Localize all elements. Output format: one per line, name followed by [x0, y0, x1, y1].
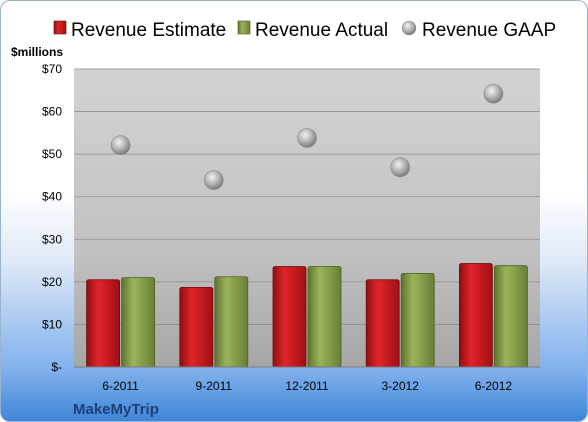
- company-label: MakeMyTrip: [73, 401, 159, 418]
- y-axis: $- $10 $20 $30 $40 $50 $60 $70: [42, 62, 62, 374]
- y-tick-label: $60: [42, 105, 62, 119]
- legend-swatch-gaap: [401, 20, 417, 36]
- legend-label-actual: Revenue Actual: [255, 20, 388, 41]
- legend-label-estimate: Revenue Estimate: [71, 20, 226, 41]
- x-tick-label: 6-2011: [102, 379, 139, 393]
- bar-revenue-actual: [307, 266, 342, 368]
- gaap-points: [110, 83, 504, 190]
- y-tick-label: $40: [42, 190, 62, 204]
- legend-swatch-estimate: [53, 20, 67, 35]
- bar-revenue-estimate: [272, 266, 307, 368]
- bar-revenue-actual: [493, 265, 528, 368]
- y-tick-label: $20: [42, 275, 62, 289]
- bar-revenue-estimate: [458, 263, 493, 368]
- chart-legend: Revenue Estimate Revenue Actual Revenue …: [53, 20, 556, 41]
- legend-label-gaap: Revenue GAAP: [422, 20, 556, 41]
- gaap-point: [390, 157, 411, 178]
- bar-revenue-actual: [214, 276, 249, 368]
- x-tick-label: 12-2011: [285, 379, 328, 393]
- x-tick-label: 9-2011: [196, 379, 233, 393]
- bar-revenue-estimate: [179, 286, 214, 368]
- legend-item-actual: Revenue Actual: [237, 20, 388, 41]
- bar-revenue-estimate: [86, 279, 120, 368]
- legend-item-gaap: Revenue GAAP: [401, 20, 556, 41]
- y-tick-label: $50: [42, 147, 62, 161]
- bar-revenue-actual: [400, 272, 435, 368]
- y-tick-label: $70: [42, 62, 62, 76]
- x-tick-label: 3-2012: [382, 379, 420, 393]
- bar-revenue-estimate: [365, 279, 400, 368]
- unit-label: $millions: [11, 45, 63, 59]
- legend-item-estimate: Revenue Estimate: [53, 20, 226, 41]
- gaap-point: [483, 83, 504, 104]
- legend-swatch-actual: [237, 20, 251, 35]
- gaap-point: [110, 135, 131, 156]
- y-tick-label: $30: [42, 232, 62, 246]
- bars: [86, 263, 528, 368]
- gaap-point: [297, 128, 317, 148]
- gaap-point: [204, 170, 224, 190]
- x-axis: 6-2011 9-2011 12-2011 3-2012 6-2012: [102, 379, 512, 393]
- x-tick-label: 6-2012: [475, 379, 513, 393]
- y-tick-label: $-: [51, 360, 62, 374]
- bar-revenue-actual: [121, 277, 155, 368]
- y-tick-label: $10: [42, 317, 62, 331]
